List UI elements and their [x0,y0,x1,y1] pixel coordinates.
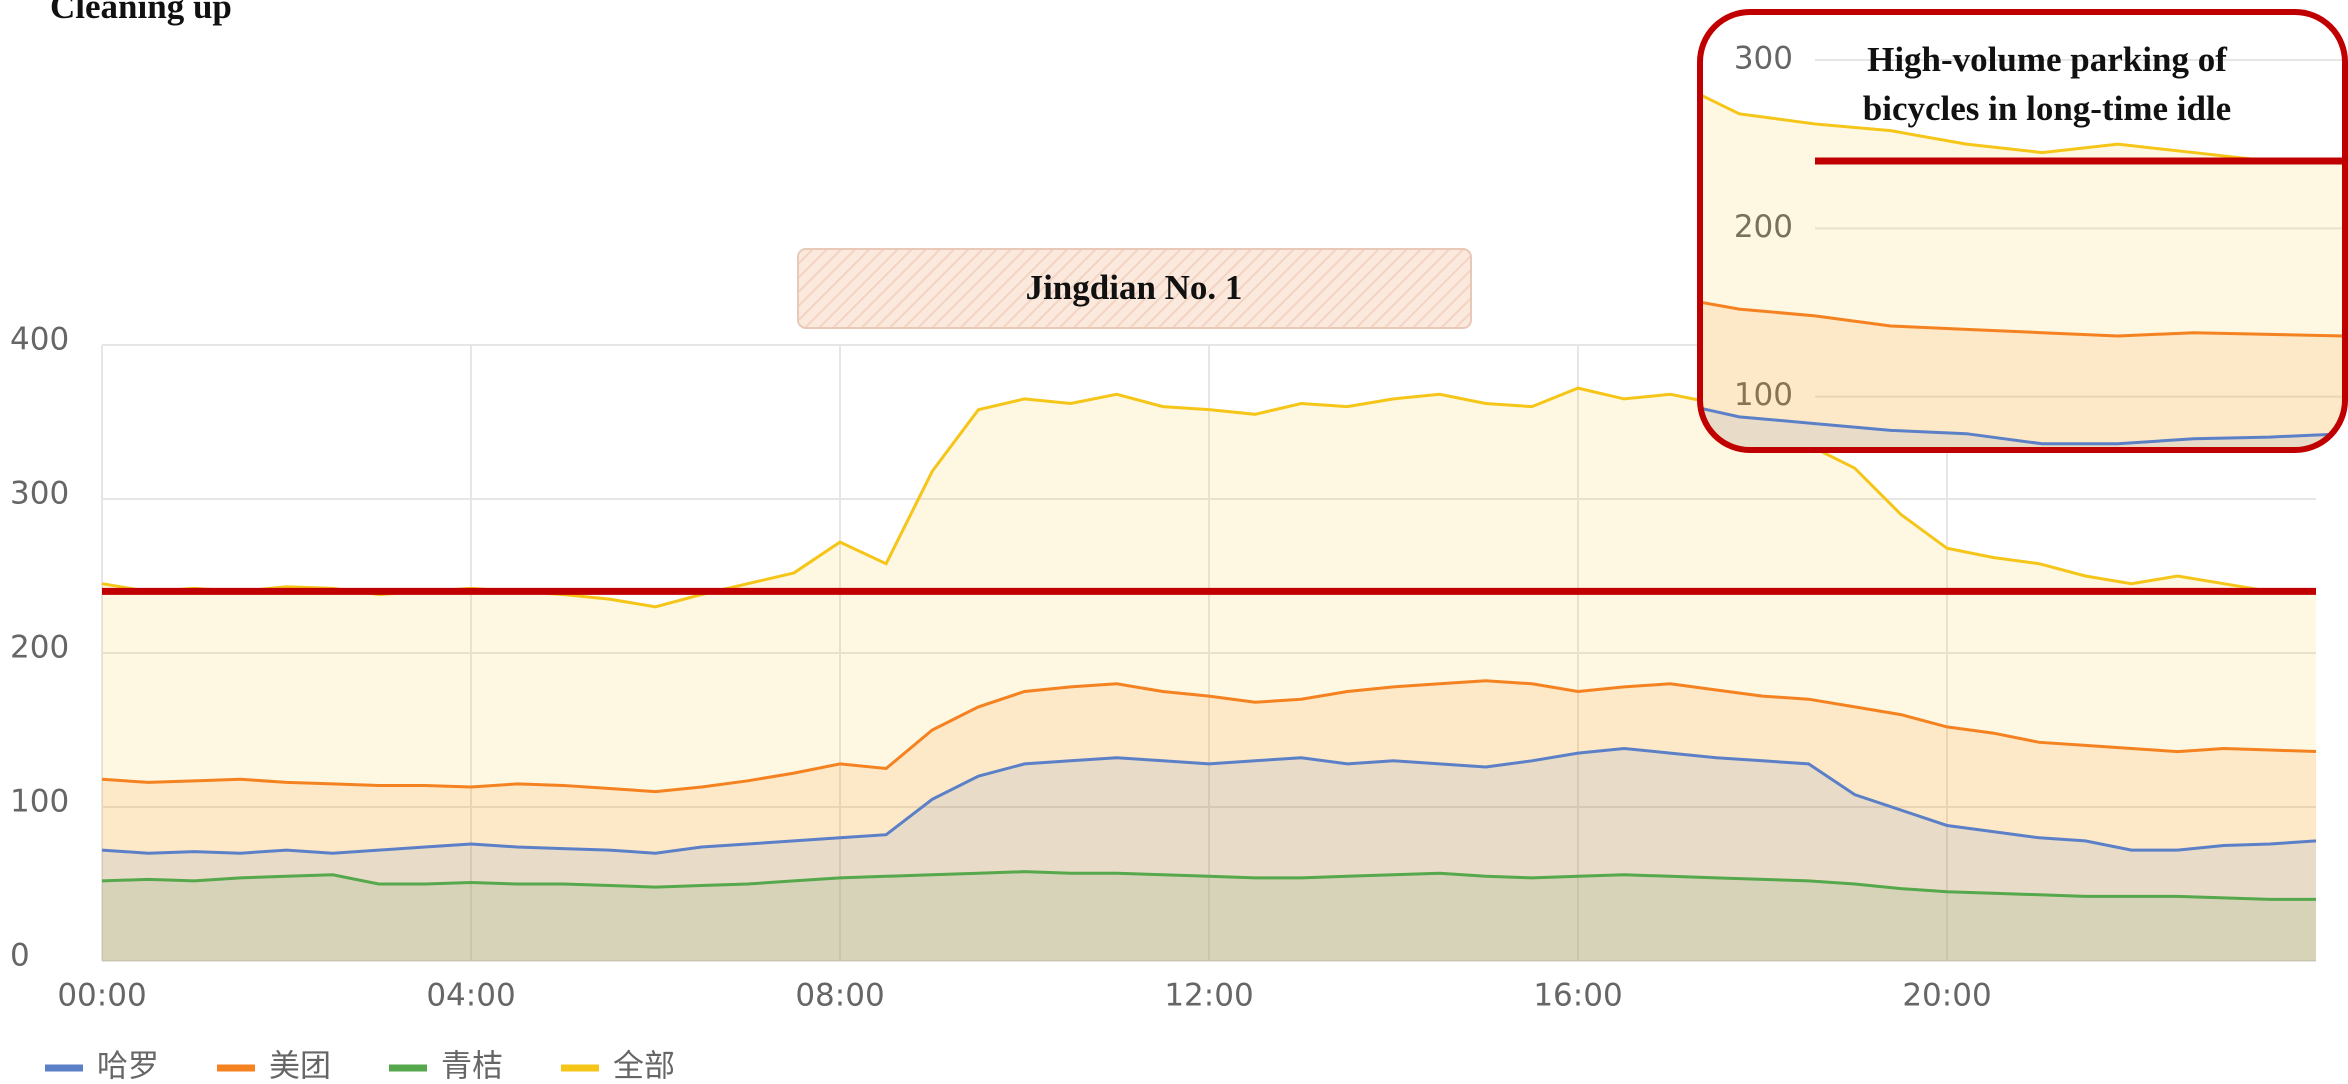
x-tick-label: 00:00 [57,978,146,1014]
x-tick-label: 08:00 [795,978,884,1014]
y-tick-label: 100 [10,784,69,820]
series-line [101,870,2316,901]
inset: 100 200 300 High-volume parking of bicycles … [1697,9,2348,453]
inset-plot: 100 200 300 [1700,12,2345,450]
y-tick-label: 200 [10,630,69,666]
series-line [101,746,2317,855]
series-line [1700,331,2345,449]
main-plot: 0 100 200 300 400 00:00 04:00 08:00 12:00 16:00 20… [10,322,2317,1014]
series-area [102,748,2316,961]
x-tick-label: 20:00 [1902,978,1991,1014]
title-box [797,248,1472,329]
series-area [102,680,2316,961]
legend-label: 全部 [613,1049,675,1084]
series-line [1700,257,2345,382]
y-tick-label: 0 [10,938,30,974]
x-tick-label: 12:00 [1164,978,1253,1014]
chart-title: Jingdian No. 1 [1026,268,1243,307]
series-line [1700,12,2345,180]
series-line [101,679,2317,794]
x-tick-label: 04:00 [426,978,515,1014]
y-tick-label: 200 [1734,209,1793,245]
legend-label: 美团 [269,1049,331,1084]
inset-background [1700,12,2345,450]
legend: 哈罗 美团 青桔 全部 [45,1049,675,1084]
series-area [102,388,2316,961]
y-tick-label: 300 [10,476,69,512]
y-tick-label: 400 [10,322,69,358]
legend-label: 哈罗 [97,1049,159,1084]
inset-border [1697,9,2348,453]
y-tick-label: 300 [1734,40,1793,76]
caption: Cleaning up [50,0,232,26]
y-tick-label: 100 [1734,377,1793,413]
inset-annotation: bicycles in long-time idle [1863,89,2231,128]
x-tick-label: 16:00 [1533,978,1622,1014]
series-area [102,871,2316,961]
legend-label: 青桔 [441,1049,503,1084]
inset-annotation: High-volume parking of [1867,40,2227,79]
